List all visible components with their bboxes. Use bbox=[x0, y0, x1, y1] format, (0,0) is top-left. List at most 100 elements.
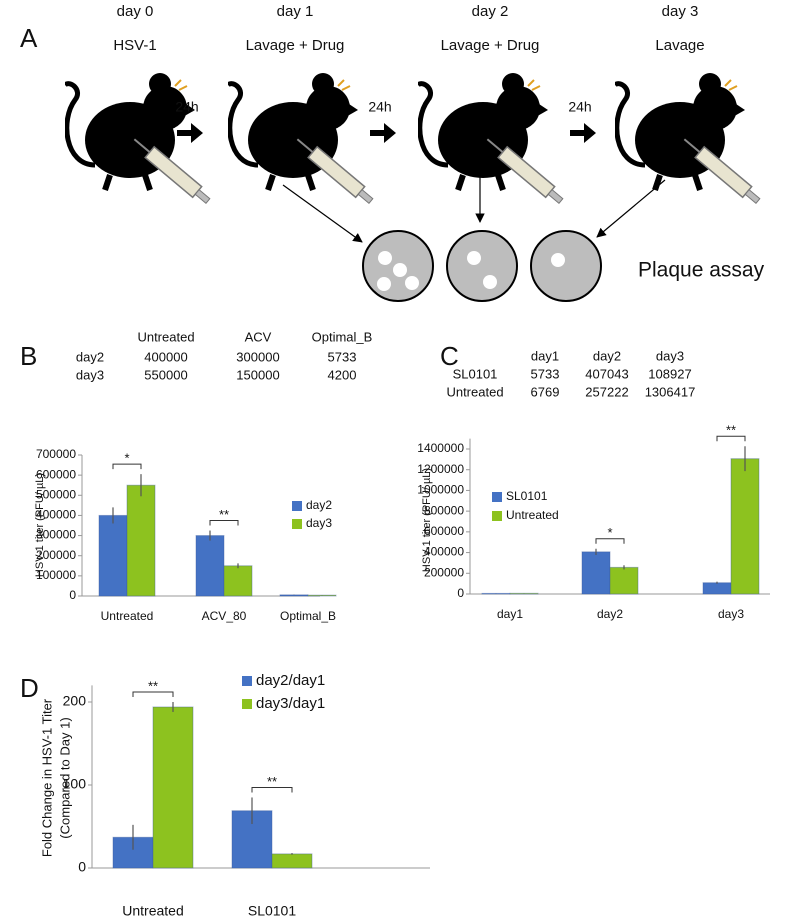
table-header: day1 bbox=[531, 348, 559, 363]
assay-arrow bbox=[282, 184, 363, 243]
panel-label: B bbox=[20, 341, 37, 371]
step-label: Lavage bbox=[655, 37, 704, 54]
y-tick-label: 1400000 bbox=[417, 441, 464, 455]
x-tick-label: day2 bbox=[597, 607, 623, 621]
y-tick-label: 500000 bbox=[36, 487, 76, 501]
table-header: Untreated bbox=[137, 329, 194, 344]
bar bbox=[609, 566, 639, 595]
x-tick-label: Untreated bbox=[122, 903, 183, 919]
table-header: ACV bbox=[245, 329, 272, 344]
y-tick-label: 200 bbox=[63, 693, 87, 709]
bar bbox=[279, 594, 309, 597]
table-cell: 4200 bbox=[328, 367, 357, 382]
legend-swatch bbox=[242, 699, 252, 709]
significance-bracket bbox=[595, 538, 625, 544]
legend-label: day3 bbox=[306, 516, 332, 530]
y-tick-label: 0 bbox=[78, 859, 86, 875]
x-tick-label: ACV_80 bbox=[202, 609, 247, 623]
legend-swatch bbox=[242, 676, 252, 686]
significance-bracket bbox=[112, 463, 142, 470]
significance-bracket bbox=[132, 691, 174, 697]
step-label: Lavage + Drug bbox=[441, 37, 540, 54]
table-cell: day3 bbox=[76, 367, 104, 382]
y-tick-label: 200000 bbox=[424, 565, 464, 579]
bar bbox=[702, 582, 732, 595]
mouse-icon bbox=[418, 73, 565, 206]
table-cell: 150000 bbox=[236, 367, 279, 382]
bar bbox=[195, 535, 225, 597]
y-tick-label: 100000 bbox=[36, 568, 76, 582]
panel-label: C bbox=[440, 341, 459, 371]
legend-swatch bbox=[492, 492, 502, 502]
table-cell: 5733 bbox=[531, 366, 560, 381]
y-tick-label: 200000 bbox=[36, 548, 76, 562]
y-tick-label: 700000 bbox=[36, 447, 76, 461]
y-axis-label: HSV-1 titer (PFU/ µL) bbox=[34, 473, 46, 577]
plaque-dish bbox=[530, 230, 602, 302]
x-tick-label: day1 bbox=[497, 607, 523, 621]
y-tick-label: 600000 bbox=[424, 524, 464, 538]
bar bbox=[152, 706, 194, 869]
table-header: day2 bbox=[593, 348, 621, 363]
table-cell: 550000 bbox=[144, 367, 187, 382]
x-tick-label: Untreated bbox=[101, 609, 154, 623]
step-day: day 1 bbox=[277, 3, 314, 20]
table-cell: day2 bbox=[76, 349, 104, 364]
bar bbox=[509, 592, 539, 595]
step-label: HSV-1 bbox=[113, 37, 156, 54]
y-tick-label: 400000 bbox=[36, 508, 76, 522]
y-tick-label: 0 bbox=[457, 586, 464, 600]
bar bbox=[307, 594, 337, 597]
legend-label: day3/day1 bbox=[256, 695, 325, 712]
y-tick-label: 800000 bbox=[424, 503, 464, 517]
step-arrow bbox=[570, 123, 596, 143]
step-day: day 0 bbox=[117, 3, 154, 20]
legend-label: SL0101 bbox=[506, 489, 548, 503]
significance-label: ** bbox=[148, 678, 158, 693]
y-tick-label: 100 bbox=[63, 776, 87, 792]
significance-label: ** bbox=[219, 507, 229, 522]
table-header: Optimal_B bbox=[312, 329, 373, 344]
significance-bracket bbox=[251, 786, 293, 793]
table-cell: 400000 bbox=[144, 349, 187, 364]
legend-swatch bbox=[292, 501, 302, 511]
step-arrow bbox=[370, 123, 396, 143]
significance-label: * bbox=[124, 451, 129, 466]
significance-bracket bbox=[209, 520, 239, 526]
y-axis-label: (Compared to Day 1) bbox=[57, 717, 72, 838]
table-cell: 6769 bbox=[531, 384, 560, 399]
bar bbox=[98, 514, 128, 597]
table-cell: 407043 bbox=[585, 366, 628, 381]
x-tick-label: Optimal_B bbox=[280, 609, 336, 623]
step-day: day 2 bbox=[472, 3, 509, 20]
bar bbox=[126, 484, 156, 597]
legend-label: day2/day1 bbox=[256, 672, 325, 689]
chart: D 0 100 200 Fold Change in HSV-1 Titer (Compa… bbox=[20, 672, 430, 919]
assay-arrow bbox=[596, 179, 666, 238]
table-cell: 108927 bbox=[648, 366, 691, 381]
legend-swatch bbox=[492, 511, 502, 521]
y-tick-label: 600000 bbox=[36, 467, 76, 481]
step-day: day 3 bbox=[662, 3, 699, 20]
x-tick-label: SL0101 bbox=[248, 903, 296, 919]
table-cell: 5733 bbox=[328, 349, 357, 364]
chart: B Untreated ACV Optimal_B day2 400000 300000 57… bbox=[20, 329, 372, 623]
bar bbox=[730, 458, 760, 595]
mouse-icon bbox=[65, 73, 212, 206]
y-tick-label: 0 bbox=[69, 588, 76, 602]
interval-label: 24h bbox=[368, 99, 391, 115]
table-cell: 300000 bbox=[236, 349, 279, 364]
bar bbox=[481, 592, 511, 595]
legend-label: Untreated bbox=[506, 508, 559, 522]
step-arrow bbox=[177, 123, 203, 143]
y-tick-label: 400000 bbox=[424, 545, 464, 559]
interval-label: 24h bbox=[175, 99, 198, 115]
bar bbox=[271, 853, 313, 869]
plaque-dish bbox=[446, 230, 518, 302]
y-axis-label: Fold Change in HSV-1 Titer bbox=[39, 698, 54, 857]
panel-label: D bbox=[20, 673, 39, 703]
step-label: Lavage + Drug bbox=[246, 37, 345, 54]
plaque-dish bbox=[362, 230, 434, 302]
